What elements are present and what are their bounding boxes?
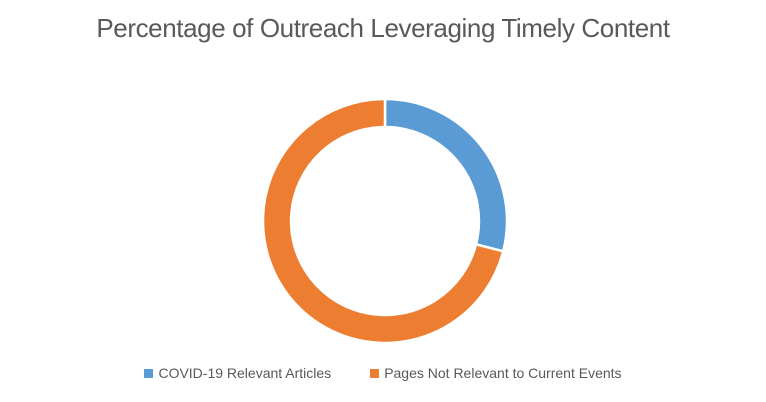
donut-segment-1[interactable] xyxy=(383,97,509,253)
chart-title: Percentage of Outreach Leveraging Timely… xyxy=(96,13,670,43)
legend-swatch-icon xyxy=(144,368,154,378)
chart-legend: COVID-19 Relevant Articles Pages Not Rele… xyxy=(0,365,766,381)
legend-swatch-icon xyxy=(370,368,380,378)
legend-item[interactable]: COVID-19 Relevant Articles xyxy=(144,365,331,381)
legend-item[interactable]: Pages Not Relevant to Current Events xyxy=(370,365,622,381)
legend-label: COVID-19 Relevant Articles xyxy=(158,365,332,381)
legend-label: Pages Not Relevant to Current Events xyxy=(384,365,622,381)
donut-segment-2[interactable] xyxy=(261,97,505,345)
